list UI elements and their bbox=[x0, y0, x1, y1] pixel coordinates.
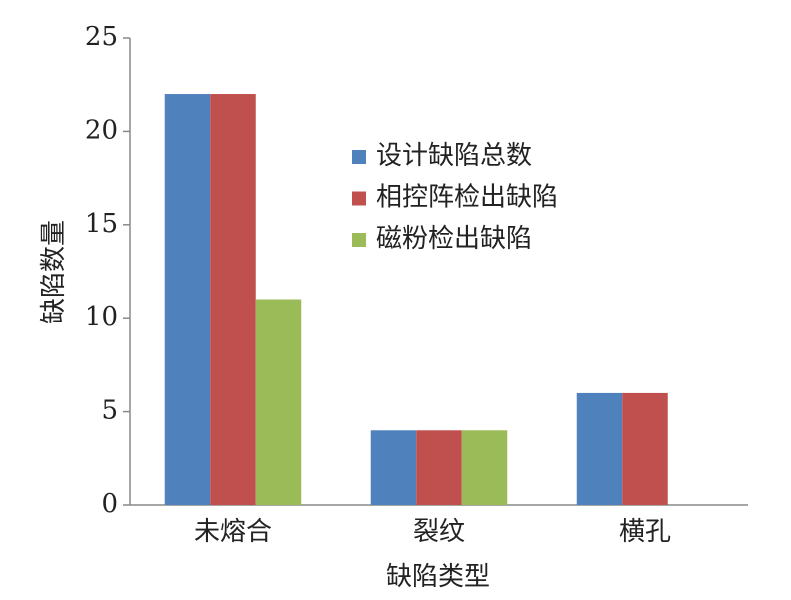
bar bbox=[370, 430, 417, 505]
y-tick-label: 0 bbox=[101, 489, 118, 519]
legend-label: 相控阵检出缺陷 bbox=[376, 183, 558, 213]
y-tick-label: 15 bbox=[85, 209, 118, 239]
legend-swatch bbox=[352, 191, 366, 206]
y-tick-label: 10 bbox=[85, 302, 118, 332]
bar bbox=[210, 94, 256, 505]
bar bbox=[576, 392, 623, 505]
legend-swatch bbox=[352, 150, 366, 164]
y-tick-label: 25 bbox=[85, 22, 118, 52]
bar bbox=[255, 299, 302, 505]
x-tick-label: 裂纹 bbox=[413, 517, 465, 547]
legend-label: 设计缺陷总数 bbox=[376, 141, 532, 171]
bar bbox=[416, 430, 462, 505]
y-tick-label: 20 bbox=[85, 115, 118, 145]
bar bbox=[164, 94, 211, 505]
legend-label: 磁粉检出缺陷 bbox=[376, 224, 532, 254]
x-tick-label: 横孔 bbox=[619, 517, 671, 547]
x-axis-title: 缺陷类型 bbox=[386, 562, 490, 592]
y-tick-label: 5 bbox=[101, 396, 118, 426]
bar bbox=[622, 392, 668, 505]
bar bbox=[461, 430, 508, 505]
legend-swatch bbox=[352, 233, 366, 247]
x-tick-label: 未熔合 bbox=[194, 517, 272, 547]
y-axis-title: 缺陷数量 bbox=[39, 220, 69, 324]
